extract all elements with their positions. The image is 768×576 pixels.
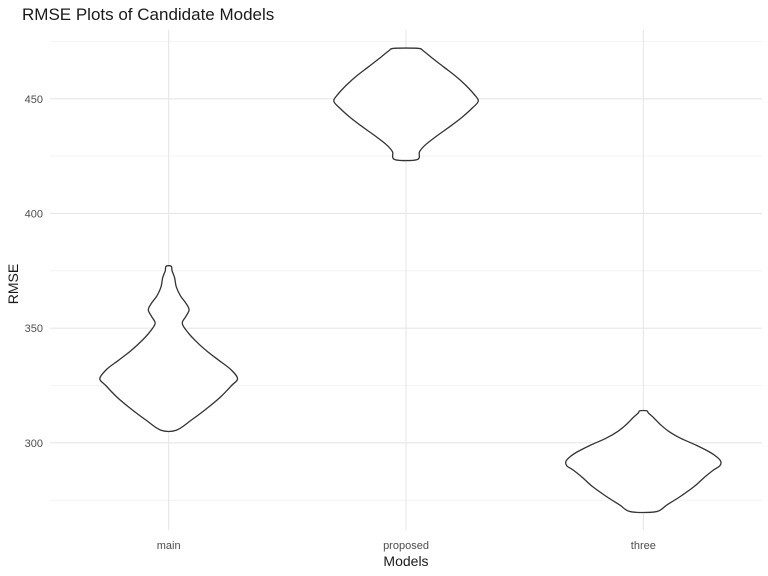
x-axis-title: Models xyxy=(383,553,428,569)
x-axis-ticks: main proposed three xyxy=(157,540,656,552)
y-axis-title: RMSE xyxy=(5,264,21,304)
y-tick-label: 350 xyxy=(25,323,43,335)
chart-title: RMSE Plots of Candidate Models xyxy=(22,5,275,24)
x-tick-label: proposed xyxy=(383,540,429,552)
y-tick-label: 450 xyxy=(25,94,43,106)
y-axis-ticks: 300 350 400 450 xyxy=(25,94,43,450)
violins xyxy=(99,47,722,514)
y-tick-label: 300 xyxy=(25,438,43,450)
violin-main xyxy=(99,265,239,433)
violin-three xyxy=(565,409,722,514)
y-tick-label: 400 xyxy=(25,208,43,220)
x-tick-label: main xyxy=(157,540,181,552)
violin-proposed xyxy=(333,47,479,162)
x-tick-label: three xyxy=(631,540,656,552)
